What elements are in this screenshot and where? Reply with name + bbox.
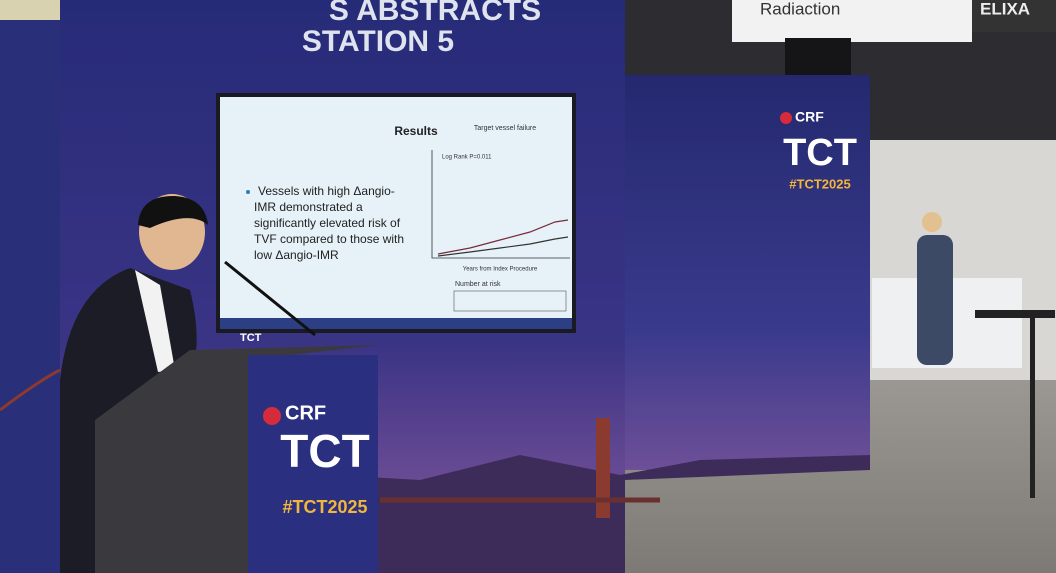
slide-axes	[431, 150, 570, 259]
panel-logo	[780, 112, 792, 124]
slide-bullet-line: Vessels with high Δangio-	[258, 184, 395, 198]
bullet-dot	[246, 190, 250, 194]
slide-footer	[220, 318, 572, 329]
slide-risk-title: Number at risk	[455, 281, 501, 288]
corner-sign	[0, 0, 60, 20]
slide-bullet-line: TVF compared to those with	[254, 232, 404, 246]
podium-side	[95, 345, 378, 573]
bridge-tower	[596, 418, 610, 518]
bridge-cable	[0, 368, 61, 412]
risk-table	[453, 290, 567, 312]
microphone	[224, 260, 316, 337]
table-leg	[1030, 318, 1035, 498]
panel-brand: CRF	[795, 109, 824, 125]
table	[975, 310, 1055, 318]
panel-hashtag: #TCT2025	[789, 176, 850, 191]
podium-brand: CRF	[285, 402, 326, 424]
booth-panel	[625, 75, 870, 470]
podium-front	[248, 355, 378, 573]
podium-hashtag: #TCT2025	[282, 497, 367, 517]
podium-logo	[263, 407, 281, 425]
slide-title: Results	[394, 124, 438, 138]
sign-left	[732, 0, 972, 42]
slide-bullet-line: significantly elevated risk of	[254, 216, 401, 230]
panel-event: TCT	[783, 132, 857, 174]
slide-chart-title: Target vessel failure	[474, 125, 536, 132]
slide-x-label: Years from Index Procedure	[463, 267, 538, 273]
speaker-shirt	[135, 270, 175, 372]
slide-stat: Log Rank P=0.011	[442, 155, 492, 161]
backdrop-heading: S ABSTRACTS	[329, 0, 541, 27]
sign-text: ELIXA	[980, 0, 1030, 18]
sign-right	[972, 0, 1056, 32]
slide-logo: TCT	[240, 332, 262, 344]
slide-curve	[437, 219, 569, 255]
person-head	[922, 212, 942, 232]
person	[917, 235, 953, 365]
speaker-hair	[138, 195, 208, 228]
backdrop-heading: STATION 5	[302, 25, 454, 58]
slide-curve	[437, 236, 569, 257]
slide-bullets: Vessels with high Δangio- IMR demonstrate…	[254, 184, 404, 262]
slide	[220, 97, 572, 329]
podium-event: TCT	[280, 425, 369, 477]
slide-bullet-line: low Δangio-IMR	[254, 248, 339, 262]
sign-text: Radiaction	[760, 0, 840, 18]
left-backdrop	[0, 0, 60, 573]
slide-bullet-line: IMR demonstrated a	[254, 200, 363, 214]
